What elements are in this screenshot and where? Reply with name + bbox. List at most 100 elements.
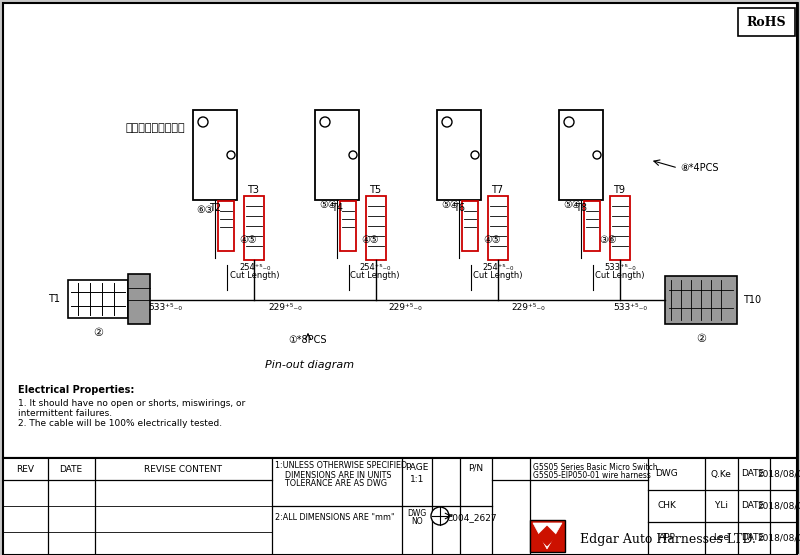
Bar (3, 458, 797, 555)
Bar (530, 520, 565, 552)
Text: 2018/08/08: 2018/08/08 (757, 470, 800, 478)
Bar (218, 201, 234, 251)
Text: 533⁺⁵₋₀: 533⁺⁵₋₀ (613, 304, 647, 312)
Bar (488, 196, 508, 260)
Text: T8: T8 (575, 203, 587, 213)
Bar (68, 280, 128, 318)
Circle shape (442, 117, 452, 127)
Bar (559, 110, 603, 200)
Text: Edgar Auto Harnesses LTD.: Edgar Auto Harnesses LTD. (580, 533, 756, 547)
Circle shape (349, 151, 357, 159)
Text: 254⁺⁵₋₀: 254⁺⁵₋₀ (482, 264, 514, 273)
Text: T2: T2 (209, 203, 221, 213)
Polygon shape (537, 526, 557, 546)
Text: ④⑤: ④⑤ (483, 235, 501, 245)
Text: T10: T10 (743, 295, 761, 305)
Text: intermittent failures.: intermittent failures. (18, 408, 112, 417)
Text: 533⁺⁵₋₀: 533⁺⁵₋₀ (604, 264, 636, 273)
Text: 229⁺⁵₋₀: 229⁺⁵₋₀ (388, 304, 422, 312)
Text: DATE: DATE (742, 502, 765, 511)
Text: G5S05 Series Basic Micro Switch: G5S05 Series Basic Micro Switch (533, 462, 658, 472)
Bar (3, 3, 797, 458)
Text: 1:UNLESS OTHERWISE SPECIFIED: 1:UNLESS OTHERWISE SPECIFIED (275, 462, 407, 471)
Text: C004_2627: C004_2627 (446, 513, 498, 522)
Text: T3: T3 (247, 185, 259, 195)
Text: Cut Length): Cut Length) (474, 271, 522, 280)
Circle shape (198, 117, 208, 127)
Text: ⑤④: ⑤④ (563, 200, 581, 210)
Bar (665, 276, 737, 324)
Text: ②: ② (93, 328, 103, 338)
Polygon shape (533, 523, 562, 549)
Text: 1:1: 1:1 (410, 476, 424, 485)
Text: Cut Length): Cut Length) (595, 271, 645, 280)
Text: Cut Length): Cut Length) (350, 271, 400, 280)
Text: 229⁺⁵₋₀: 229⁺⁵₋₀ (511, 304, 545, 312)
Text: PAGE: PAGE (406, 463, 429, 472)
Text: 2:ALL DIMENSIONS ARE "mm": 2:ALL DIMENSIONS ARE "mm" (275, 513, 394, 522)
Text: DATE: DATE (742, 470, 765, 478)
Text: Electrical Properties:: Electrical Properties: (18, 385, 134, 395)
Text: Pin-out diagram: Pin-out diagram (266, 360, 354, 370)
Bar (244, 196, 264, 260)
Text: ④⑤: ④⑤ (362, 235, 378, 245)
Text: ①*8PCS: ①*8PCS (289, 335, 327, 345)
Text: DWG: DWG (407, 508, 426, 517)
Text: DATE: DATE (742, 533, 765, 542)
Text: TOLERANCE ARE AS DWG: TOLERANCE ARE AS DWG (275, 480, 387, 488)
Text: 533⁺⁵₋₀: 533⁺⁵₋₀ (148, 304, 182, 312)
Text: RoHS: RoHS (746, 16, 786, 28)
Text: CHK: CHK (658, 502, 677, 511)
Text: Q.Ke: Q.Ke (710, 470, 731, 478)
Text: DATE: DATE (59, 465, 82, 473)
Bar (610, 196, 630, 260)
Circle shape (593, 151, 601, 159)
Bar (366, 196, 386, 260)
Circle shape (227, 151, 235, 159)
Text: APP: APP (658, 533, 675, 542)
Text: NO: NO (411, 517, 423, 526)
Text: 2018/08/08: 2018/08/08 (757, 533, 800, 542)
Bar (315, 110, 359, 200)
Text: ③⑥: ③⑥ (599, 235, 617, 245)
Circle shape (431, 507, 449, 525)
Text: T4: T4 (331, 203, 343, 213)
Text: 254⁺⁵₋₀: 254⁺⁵₋₀ (239, 264, 270, 273)
Text: T1: T1 (48, 294, 60, 304)
Text: ⑥③: ⑥③ (196, 205, 214, 215)
Bar (340, 201, 356, 251)
Text: 打完端子插在开关上: 打完端子插在开关上 (125, 123, 185, 133)
Text: ②: ② (696, 334, 706, 344)
Text: 2018/08/08: 2018/08/08 (757, 502, 800, 511)
Text: ⑤④: ⑤④ (319, 200, 337, 210)
Text: DWG: DWG (656, 470, 678, 478)
Text: 229⁺⁵₋₀: 229⁺⁵₋₀ (268, 304, 302, 312)
Text: REVISE CONTENT: REVISE CONTENT (144, 465, 222, 473)
Text: P/N: P/N (469, 463, 483, 472)
Bar (584, 201, 600, 251)
Text: ⑤④: ⑤④ (442, 200, 458, 210)
Circle shape (471, 151, 479, 159)
Bar (128, 274, 150, 324)
Text: 2. The cable will be 100% electrically tested.: 2. The cable will be 100% electrically t… (18, 420, 222, 428)
Circle shape (320, 117, 330, 127)
Bar (437, 110, 481, 200)
Text: REV: REV (16, 465, 34, 473)
Text: T6: T6 (453, 203, 465, 213)
Bar (738, 8, 795, 36)
Text: 1. It should have no open or shorts, miswirings, or: 1. It should have no open or shorts, mis… (18, 398, 246, 407)
Text: T9: T9 (613, 185, 625, 195)
Text: ⑧*4PCS: ⑧*4PCS (680, 163, 718, 173)
Text: Cut Length): Cut Length) (230, 271, 280, 280)
Text: T7: T7 (491, 185, 503, 195)
Text: T5: T5 (369, 185, 381, 195)
Text: DIMENSIONS ARE IN UNITS: DIMENSIONS ARE IN UNITS (275, 471, 391, 480)
Text: 254⁺⁵₋₀: 254⁺⁵₋₀ (359, 264, 390, 273)
Text: ④⑤: ④⑤ (239, 235, 257, 245)
Circle shape (564, 117, 574, 127)
Text: Y.Li: Y.Li (714, 502, 728, 511)
Bar (193, 110, 237, 200)
Bar (462, 201, 478, 251)
Text: Lee: Lee (713, 533, 729, 542)
Text: G5S05-EIP050-01 wire harness: G5S05-EIP050-01 wire harness (533, 471, 651, 480)
